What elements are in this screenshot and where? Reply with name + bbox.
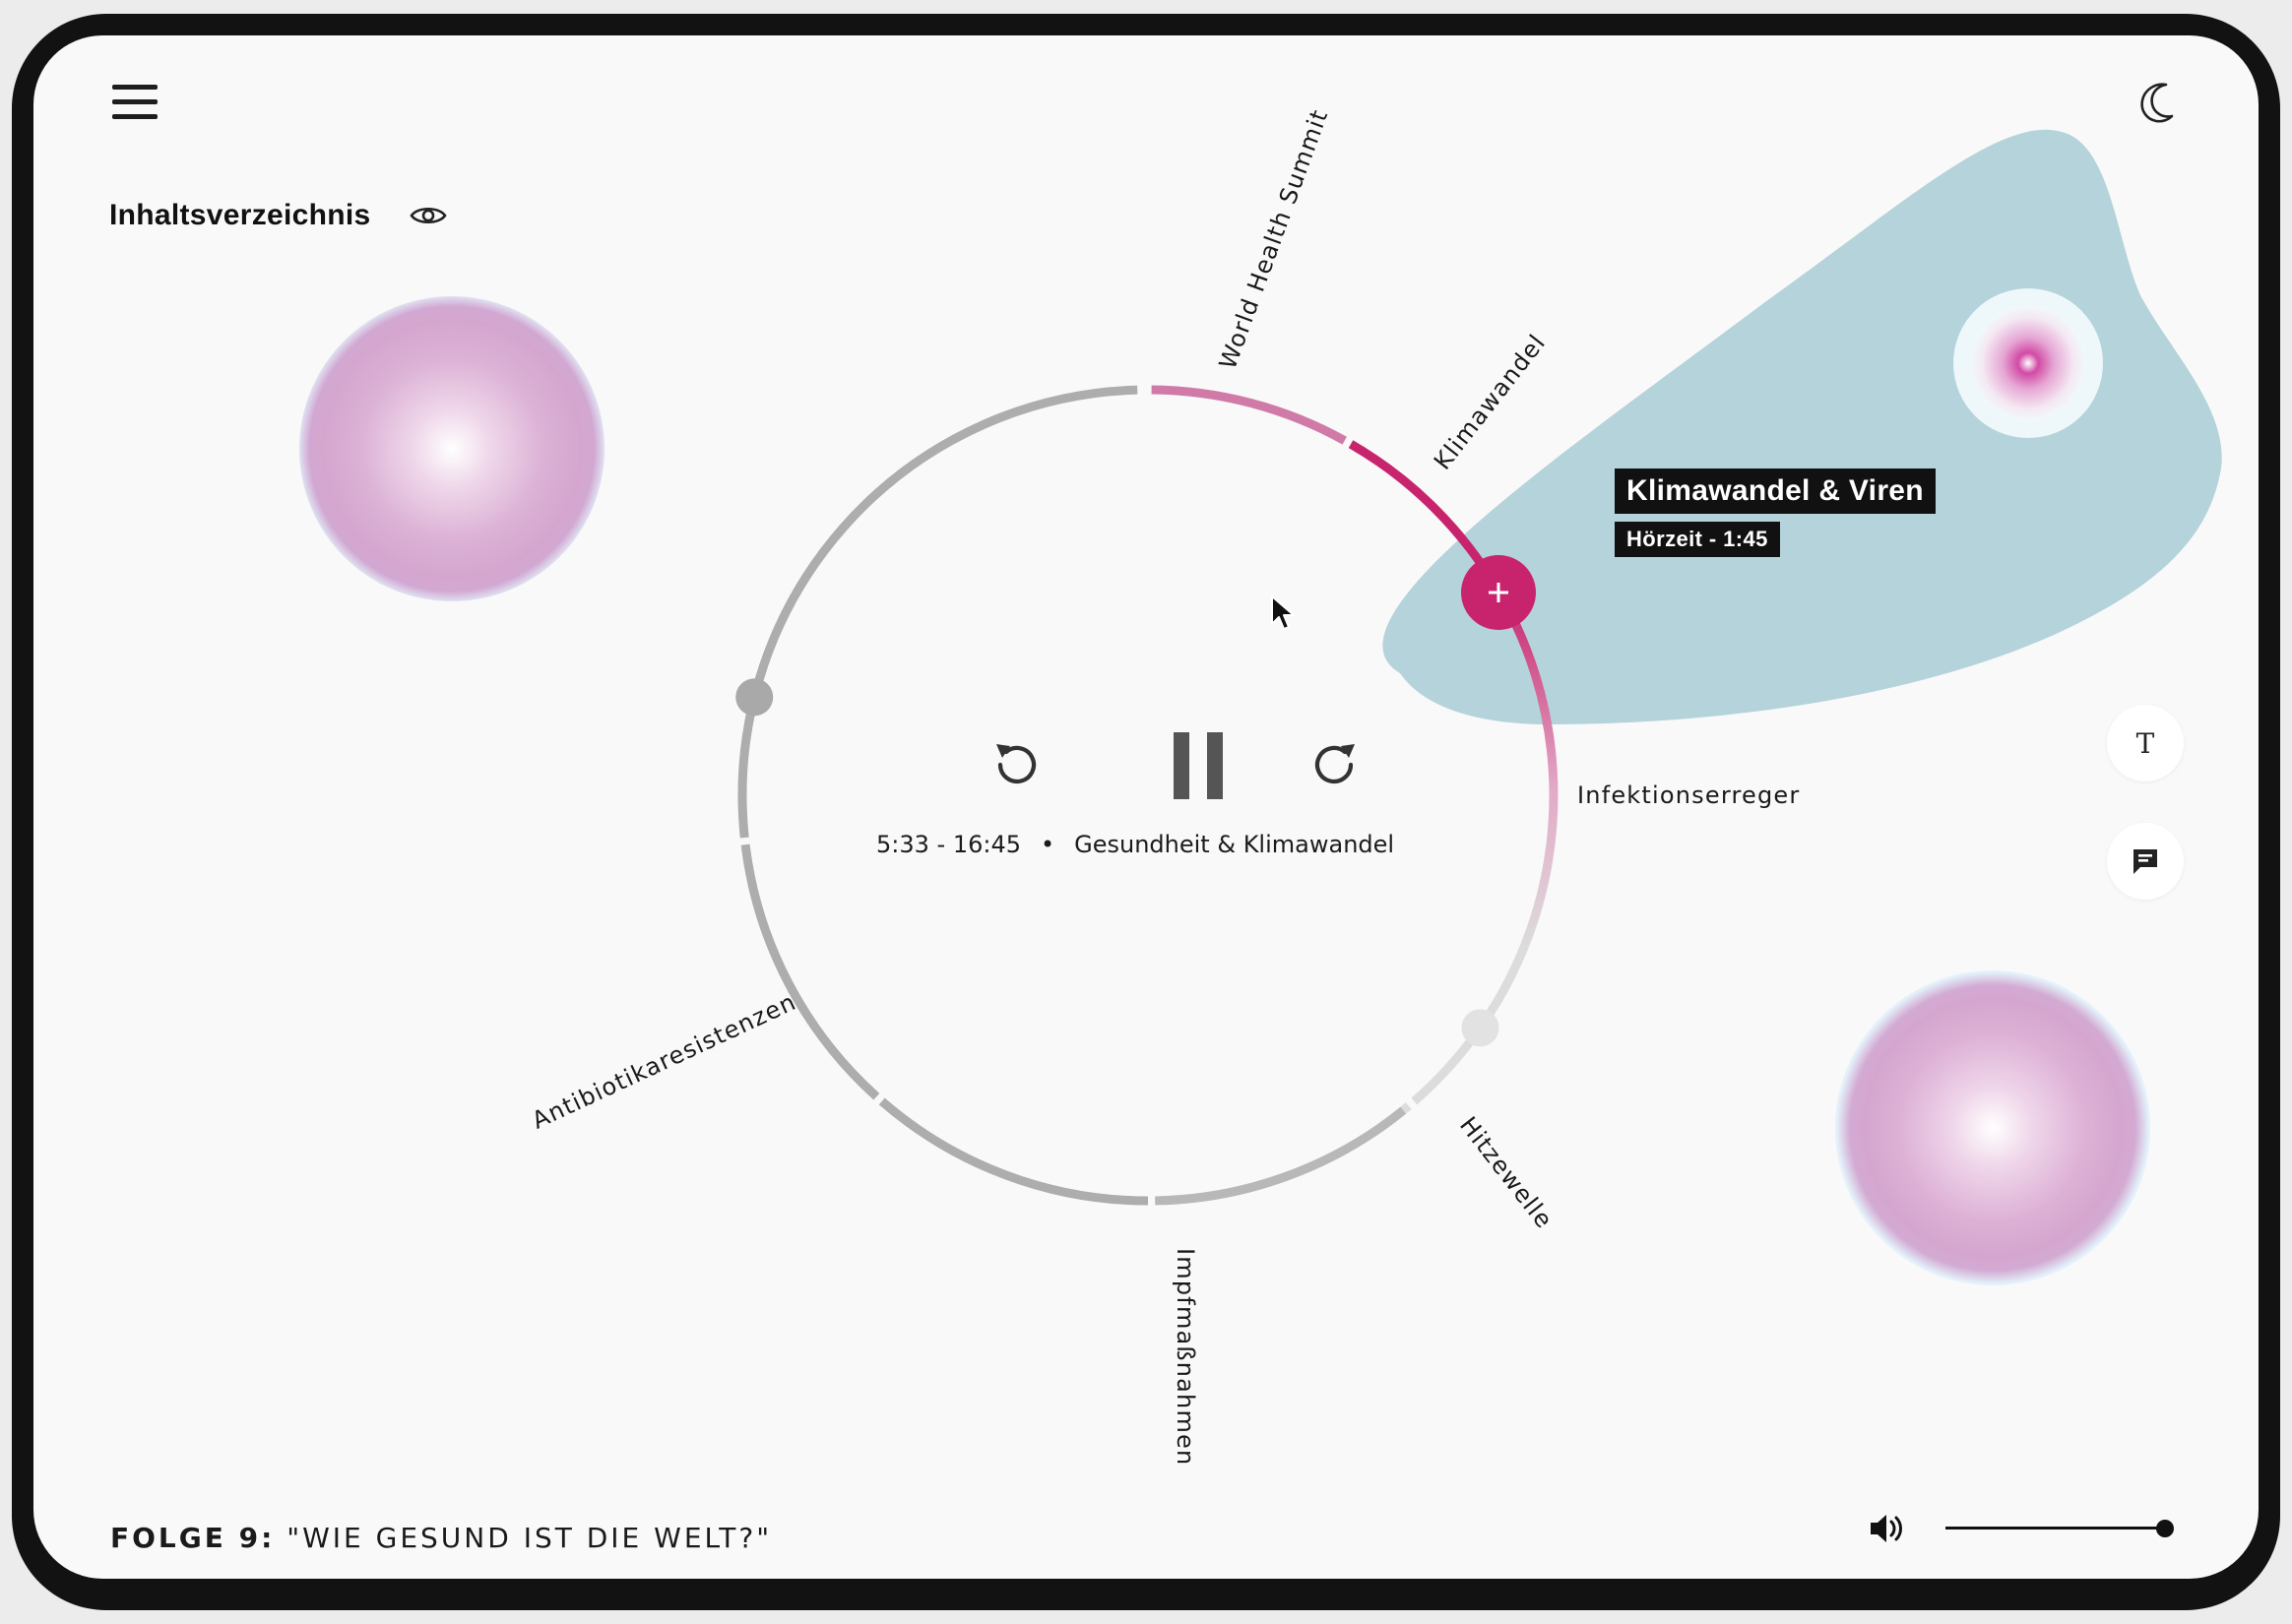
moon-icon bbox=[2140, 83, 2174, 123]
highlight-blob bbox=[1382, 129, 2222, 724]
ring-segment-impfmassnahmen[interactable] bbox=[878, 1097, 1149, 1206]
decorative-orb-left bbox=[299, 296, 605, 601]
comments-button[interactable] bbox=[2107, 823, 2184, 900]
toc-title: Inhaltsverzeichnis bbox=[109, 199, 371, 231]
add-bookmark-button[interactable] bbox=[1461, 555, 1536, 630]
decorative-orb-right bbox=[1835, 970, 2150, 1285]
tooltip-title: Klimawandel & Viren bbox=[1615, 468, 1936, 514]
ring-segment-world-health-summit[interactable] bbox=[1151, 385, 1347, 445]
ring-handle-right[interactable] bbox=[1461, 1009, 1499, 1047]
speaker-icon bbox=[1871, 1515, 1902, 1542]
pause-icon bbox=[1174, 732, 1223, 799]
toc-visibility-button[interactable] bbox=[406, 193, 451, 238]
chapter-tooltip: Klimawandel & Viren Hörzeit - 1:45 bbox=[1615, 468, 1936, 557]
chapter-label-infektionserreger[interactable]: Infektionserreger bbox=[1577, 781, 1801, 809]
text-icon: T bbox=[2135, 726, 2155, 760]
ring-segment-hitzewelle[interactable] bbox=[1162, 1102, 1412, 1206]
ring-segment-intro[interactable] bbox=[737, 385, 1138, 839]
eye-icon bbox=[410, 207, 447, 224]
app-screen: Inhaltsverzeichnis World Health Summit K… bbox=[33, 35, 2259, 1579]
separator-dot: • bbox=[1040, 831, 1055, 858]
pause-button[interactable] bbox=[1168, 726, 1231, 805]
playback-info: 5:33 - 16:45 • Gesundheit & Klimawandel bbox=[876, 831, 1565, 858]
theme-toggle-button[interactable] bbox=[2131, 71, 2190, 130]
hamburger-bar bbox=[112, 99, 158, 104]
episode-prefix: FOLGE 9: bbox=[110, 1522, 276, 1554]
blob-orb bbox=[1971, 306, 2085, 420]
chat-bubble-icon bbox=[2133, 849, 2157, 874]
chapter-label-impfmassnahmen[interactable]: Impfmaßnahmen bbox=[1172, 1248, 1199, 1467]
mute-button[interactable] bbox=[1865, 1506, 1910, 1551]
ring-handle-left[interactable] bbox=[735, 678, 774, 717]
chapter-ring bbox=[735, 385, 1559, 1206]
tooltip-subtitle: Hörzeit - 1:45 bbox=[1615, 522, 1780, 557]
ring-segment-antibiotikaresistenzen[interactable] bbox=[740, 843, 880, 1100]
episode-name: "WIE GESUND IST DIE WELT?" bbox=[286, 1522, 773, 1554]
volume-slider-knob[interactable] bbox=[2156, 1520, 2174, 1537]
ring-segment-hitzewelle-played[interactable] bbox=[1155, 1106, 1407, 1206]
volume-slider-track[interactable] bbox=[1945, 1527, 2164, 1530]
rewind-icon bbox=[996, 744, 1037, 784]
forward-icon bbox=[1314, 744, 1355, 784]
playback-time: 5:33 - 16:45 bbox=[876, 831, 1021, 858]
current-chapter: Gesundheit & Klimawandel bbox=[1074, 831, 1395, 858]
episode-title: FOLGE 9: "WIE GESUND IST DIE WELT?" bbox=[110, 1522, 772, 1554]
mouse-cursor-icon bbox=[1271, 595, 1295, 630]
hamburger-bar bbox=[112, 114, 158, 119]
menu-button[interactable] bbox=[108, 79, 161, 124]
forward-button[interactable] bbox=[1305, 732, 1367, 793]
plus-icon bbox=[1489, 583, 1508, 602]
text-transcript-button[interactable]: T bbox=[2107, 705, 2184, 781]
hamburger-menu-icon bbox=[112, 85, 158, 90]
ring-segment-infektionserreger[interactable] bbox=[1495, 590, 1559, 950]
rewind-button[interactable] bbox=[985, 732, 1046, 793]
